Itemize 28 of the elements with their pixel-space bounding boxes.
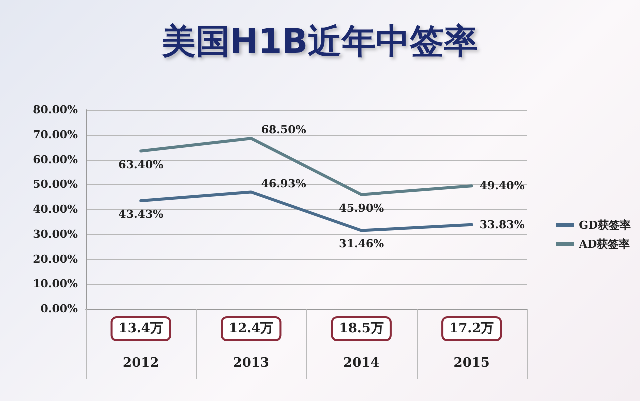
text: 17.2万 — [450, 322, 494, 336]
chart-title: 美国H1B近年中签率 — [160, 22, 478, 62]
text: 18.5万 — [339, 322, 384, 336]
y-tick-label: 60.00% — [33, 153, 79, 166]
y-tick-label: 20.00% — [33, 252, 79, 266]
data-label: 46.93% — [261, 177, 307, 190]
data-label: 31.46% — [339, 238, 385, 251]
x-tick-label: 2014 — [344, 356, 380, 371]
y-tick-label: 80.00% — [33, 104, 79, 116]
data-label: 68.50% — [261, 124, 307, 137]
y-tick-label: 30.00% — [33, 228, 79, 241]
y-tick-label: 0.00% — [40, 302, 79, 316]
text: 12.4万 — [229, 322, 274, 336]
y-tick-label: 40.00% — [33, 203, 79, 216]
y-tick-label: 10.00% — [33, 278, 79, 291]
legend-label: GD获签率 — [579, 219, 632, 232]
legend-label: AD获签率 — [578, 238, 630, 251]
y-tick-label: 70.00% — [33, 128, 79, 142]
data-label: 33.83% — [480, 218, 526, 232]
data-label: 63.40% — [118, 158, 164, 172]
x-tick-label: 2012 — [123, 356, 160, 371]
data-label: 49.40% — [480, 180, 526, 193]
y-tick-label: 50.00% — [33, 178, 79, 192]
x-tick-label: 2013 — [233, 356, 270, 371]
text: 13.4万 — [118, 322, 164, 336]
data-label: 45.90% — [339, 202, 385, 215]
data-label: 43.43% — [118, 208, 164, 221]
x-tick-label: 2015 — [454, 356, 490, 371]
